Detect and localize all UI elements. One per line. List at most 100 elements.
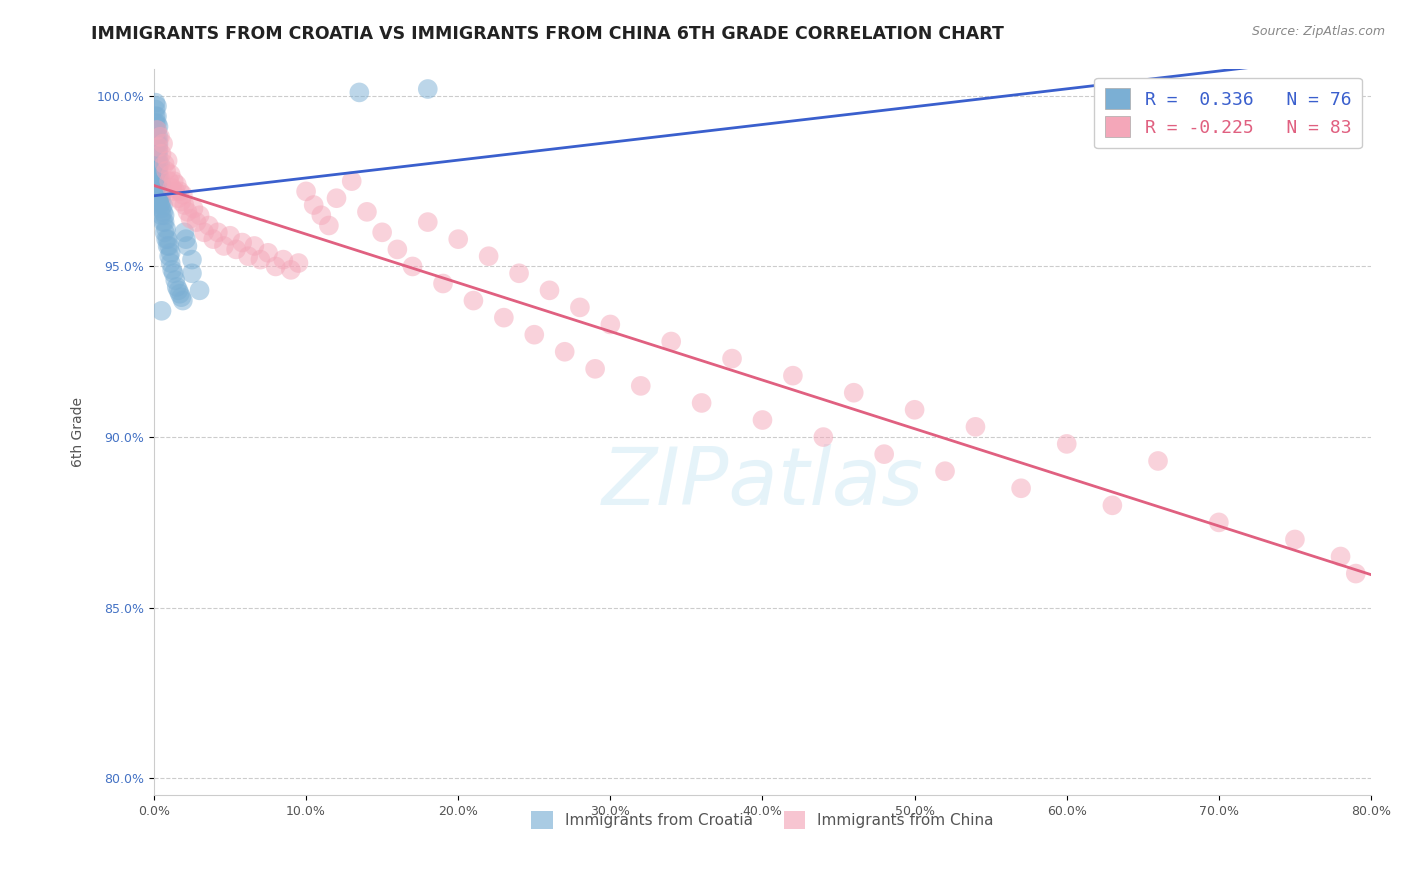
Point <box>538 283 561 297</box>
Point <box>583 361 606 376</box>
Point <box>183 202 205 216</box>
Point <box>1101 499 1123 513</box>
Point <box>145 95 167 110</box>
Point <box>173 225 195 239</box>
Point <box>188 283 211 297</box>
Point <box>416 82 439 96</box>
Text: IMMIGRANTS FROM CROATIA VS IMMIGRANTS FROM CHINA 6TH GRADE CORRELATION CHART: IMMIGRANTS FROM CROATIA VS IMMIGRANTS FR… <box>91 25 1004 43</box>
Point <box>160 181 183 195</box>
Text: Source: ZipAtlas.com: Source: ZipAtlas.com <box>1251 25 1385 38</box>
Point <box>523 327 546 342</box>
Point <box>197 219 219 233</box>
Point <box>155 232 177 246</box>
Point <box>149 198 172 212</box>
Point <box>150 194 173 209</box>
Point <box>146 116 169 130</box>
Point <box>150 303 173 318</box>
Point <box>149 170 172 185</box>
Point <box>156 232 179 246</box>
Point <box>873 447 896 461</box>
Point <box>167 283 190 297</box>
Point <box>478 249 501 263</box>
Point <box>356 204 378 219</box>
Point <box>159 245 181 260</box>
Point <box>302 198 325 212</box>
Point <box>150 178 173 192</box>
Point <box>1208 516 1230 530</box>
Point <box>751 413 773 427</box>
Point <box>167 191 190 205</box>
Point <box>148 140 170 154</box>
Point <box>1056 437 1078 451</box>
Point <box>150 202 173 216</box>
Point <box>173 198 195 212</box>
Point <box>148 191 170 205</box>
Point <box>447 232 470 246</box>
Point <box>146 99 169 113</box>
Point <box>148 129 170 144</box>
Point <box>287 256 309 270</box>
Point <box>159 256 181 270</box>
Point <box>157 174 180 188</box>
Point <box>148 144 170 158</box>
Point <box>148 178 170 192</box>
Point <box>153 157 176 171</box>
Point <box>280 263 302 277</box>
Point <box>145 150 167 164</box>
Point <box>149 157 172 171</box>
Point <box>156 239 179 253</box>
Point <box>568 301 591 315</box>
Point <box>152 136 174 151</box>
Point <box>152 204 174 219</box>
Point <box>150 208 173 222</box>
Point <box>188 208 211 222</box>
Point <box>157 249 180 263</box>
Point <box>212 239 235 253</box>
Point <box>231 235 253 250</box>
Text: ZIPatlas: ZIPatlas <box>602 444 924 522</box>
Point <box>152 215 174 229</box>
Point <box>463 293 485 308</box>
Point <box>1344 566 1367 581</box>
Point <box>157 239 180 253</box>
Point <box>146 123 169 137</box>
Legend: Immigrants from Croatia, Immigrants from China: Immigrants from Croatia, Immigrants from… <box>526 805 1000 835</box>
Point <box>170 194 193 209</box>
Point <box>163 174 186 188</box>
Point <box>146 136 169 151</box>
Point <box>145 103 167 117</box>
Point <box>148 120 170 134</box>
Point <box>166 178 188 192</box>
Point <box>554 344 576 359</box>
Point <box>174 232 197 246</box>
Point <box>148 170 170 185</box>
Point <box>146 157 169 171</box>
Point <box>271 252 294 267</box>
Point <box>149 185 172 199</box>
Point <box>1329 549 1351 564</box>
Point <box>159 167 181 181</box>
Point <box>145 136 167 151</box>
Point <box>165 273 187 287</box>
Point <box>148 136 170 151</box>
Point <box>145 123 167 137</box>
Point <box>186 215 208 229</box>
Point <box>264 260 287 274</box>
Point <box>508 266 530 280</box>
Point <box>690 396 713 410</box>
Point <box>170 290 193 304</box>
Point <box>153 215 176 229</box>
Point <box>630 379 652 393</box>
Point <box>181 266 204 280</box>
Point <box>160 263 183 277</box>
Point <box>155 222 177 236</box>
Point <box>146 144 169 158</box>
Point <box>146 174 169 188</box>
Point <box>492 310 515 325</box>
Point <box>659 334 682 349</box>
Point <box>150 146 173 161</box>
Point <box>904 402 927 417</box>
Point <box>152 198 174 212</box>
Point <box>782 368 804 383</box>
Point <box>145 133 167 147</box>
